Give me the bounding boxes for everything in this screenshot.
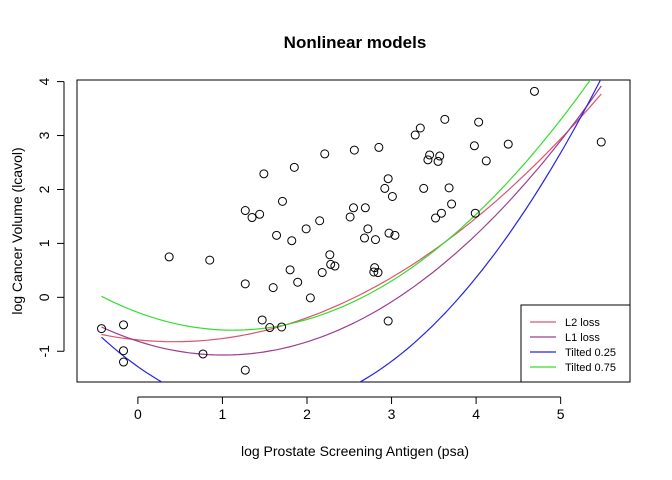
x-tick-label: 1 [219, 406, 227, 422]
data-point [423, 155, 433, 165]
legend-label: Tilted 0.25 [565, 347, 616, 359]
data-point [301, 224, 311, 234]
y-axis: -1 0 1 2 3 4 [36, 78, 65, 358]
data-point [435, 151, 445, 161]
data-point [326, 259, 336, 269]
data-point [265, 323, 275, 333]
chart-title: Nonlinear models [284, 33, 427, 52]
data-point [470, 208, 480, 218]
data-point [383, 316, 393, 326]
y-tick-label: 1 [36, 239, 52, 247]
data-point [330, 261, 340, 271]
x-tick-label: 4 [472, 406, 480, 422]
data-point [287, 236, 297, 246]
data-point [390, 230, 400, 240]
x-tick-label: 2 [303, 406, 311, 422]
legend-label: L1 loss [565, 332, 600, 344]
legend-label: Tilted 0.75 [565, 362, 616, 374]
data-point [444, 183, 454, 193]
data-point [370, 235, 380, 245]
data-point [384, 228, 394, 238]
data-point [247, 213, 257, 223]
data-point [97, 324, 107, 334]
x-axis: 0 1 2 3 4 5 [134, 396, 565, 422]
y-tick-label: 4 [36, 78, 52, 86]
y-tick-label: 3 [36, 131, 52, 139]
data-point [285, 265, 295, 275]
data-point [359, 233, 369, 243]
data-point [259, 169, 269, 179]
x-tick-label: 3 [388, 406, 396, 422]
data-points [97, 86, 606, 375]
data-point [387, 191, 397, 201]
data-point [481, 156, 491, 166]
data-point [419, 183, 429, 193]
data-point [363, 224, 373, 234]
data-point [415, 123, 425, 133]
data-point [436, 208, 446, 218]
data-point [119, 357, 129, 367]
data-point [305, 293, 315, 303]
y-tick-label: 2 [36, 185, 52, 193]
fit-curves [101, 80, 602, 382]
data-point [317, 268, 327, 278]
legend-box [520, 304, 631, 383]
data-point [349, 203, 358, 213]
y-tick-label: 0 [36, 293, 52, 301]
data-point [469, 141, 479, 151]
data-point [374, 142, 384, 152]
data-point [257, 315, 267, 325]
data-point [373, 268, 383, 278]
curve-tilted-0-25 [101, 80, 602, 382]
data-point [293, 277, 303, 287]
data-point [369, 267, 379, 277]
data-point [349, 145, 359, 155]
data-point [410, 130, 420, 140]
data-point [205, 255, 215, 265]
legend: L2 loss L1 loss Tilted 0.25 Tilted 0.75 [520, 304, 631, 383]
data-point [198, 349, 208, 359]
curve-l1-loss [101, 85, 602, 356]
data-point [240, 279, 250, 289]
curve-l2-loss [101, 93, 602, 343]
data-point [596, 137, 606, 147]
data-point [320, 149, 330, 159]
plot-frame [76, 79, 631, 383]
data-point [268, 283, 278, 293]
data-point [370, 263, 380, 273]
data-point [255, 209, 265, 219]
legend-label: L2 loss [565, 317, 600, 329]
curve-tilted-0-75 [101, 80, 592, 331]
data-point [440, 114, 450, 124]
data-point [447, 199, 457, 209]
data-point [164, 252, 174, 262]
y-tick-label: -1 [36, 345, 52, 358]
data-point [119, 320, 129, 330]
data-point [503, 139, 513, 149]
data-point [529, 86, 539, 96]
data-point [380, 183, 390, 193]
x-tick-label: 0 [134, 406, 142, 422]
data-point [277, 322, 287, 332]
data-point [345, 212, 355, 222]
data-point [474, 117, 484, 127]
data-point [277, 196, 287, 206]
x-tick-label: 5 [557, 406, 565, 422]
data-point [119, 346, 129, 356]
data-point [240, 206, 250, 216]
x-axis-label: log Prostate Screening Antigen (psa) [241, 443, 469, 459]
data-point [433, 156, 443, 166]
data-point [360, 203, 370, 213]
data-point [383, 174, 393, 184]
data-point [425, 150, 435, 160]
y-axis-label: log Cancer Volume (lcavol) [9, 147, 25, 314]
data-point [240, 365, 250, 375]
data-point [272, 230, 282, 240]
data-point [325, 250, 335, 260]
data-point [315, 216, 325, 226]
data-point [289, 162, 299, 172]
data-point [431, 213, 441, 223]
